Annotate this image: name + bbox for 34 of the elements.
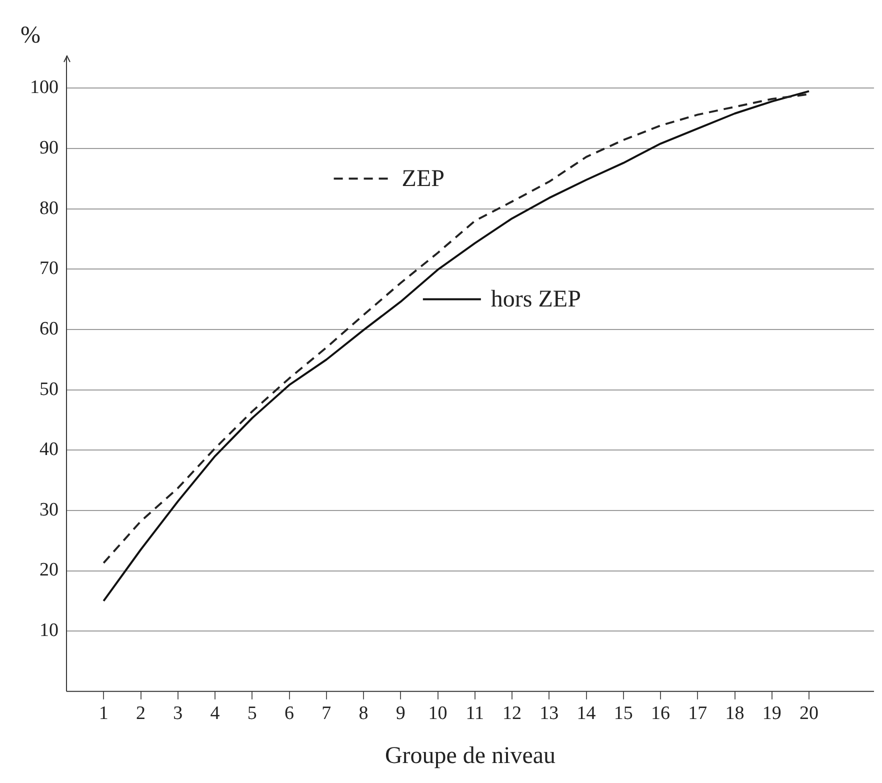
legend-label: hors ZEP <box>490 286 581 313</box>
x-tick-label: 14 <box>576 702 596 724</box>
y-tick-label: 20 <box>40 560 58 581</box>
x-tick-label: 7 <box>322 702 332 724</box>
x-tick-label: 11 <box>466 702 484 724</box>
x-tick-label: 8 <box>358 702 368 724</box>
x-tick-label: 9 <box>396 702 406 724</box>
x-tick-label: 4 <box>210 702 220 724</box>
x-axis-title: Groupe de niveau <box>384 742 556 769</box>
x-tick-label: 17 <box>688 702 708 724</box>
y-tick-label: 80 <box>40 198 58 219</box>
x-tick-label: 12 <box>502 702 522 724</box>
y-tick-label: 60 <box>40 318 58 340</box>
y-tick-label: 40 <box>40 439 58 460</box>
y-axis-title: % <box>20 22 40 48</box>
y-tick-label: 30 <box>40 499 58 520</box>
y-tick-label: 10 <box>40 620 58 642</box>
x-tick-label: 15 <box>614 702 633 724</box>
y-tick-label: 90 <box>40 137 58 158</box>
x-tick-label: 6 <box>284 702 294 724</box>
y-tick-label: 100 <box>30 77 58 98</box>
x-tick-label: 13 <box>540 702 559 724</box>
x-tick-label: 18 <box>725 702 744 724</box>
x-tick-label: 16 <box>651 702 670 724</box>
x-tick-label: 10 <box>428 702 448 724</box>
legend-label: ZEP <box>402 166 444 192</box>
x-tick-label: 19 <box>762 702 782 724</box>
x-tick-label: 3 <box>173 702 183 724</box>
x-tick-label: 2 <box>136 702 146 724</box>
y-tick-label: 70 <box>40 258 58 280</box>
x-tick-label: 5 <box>247 702 257 724</box>
y-tick-label: 50 <box>40 378 58 400</box>
x-tick-label: 1 <box>98 702 108 724</box>
x-tick-label: 20 <box>800 702 819 724</box>
